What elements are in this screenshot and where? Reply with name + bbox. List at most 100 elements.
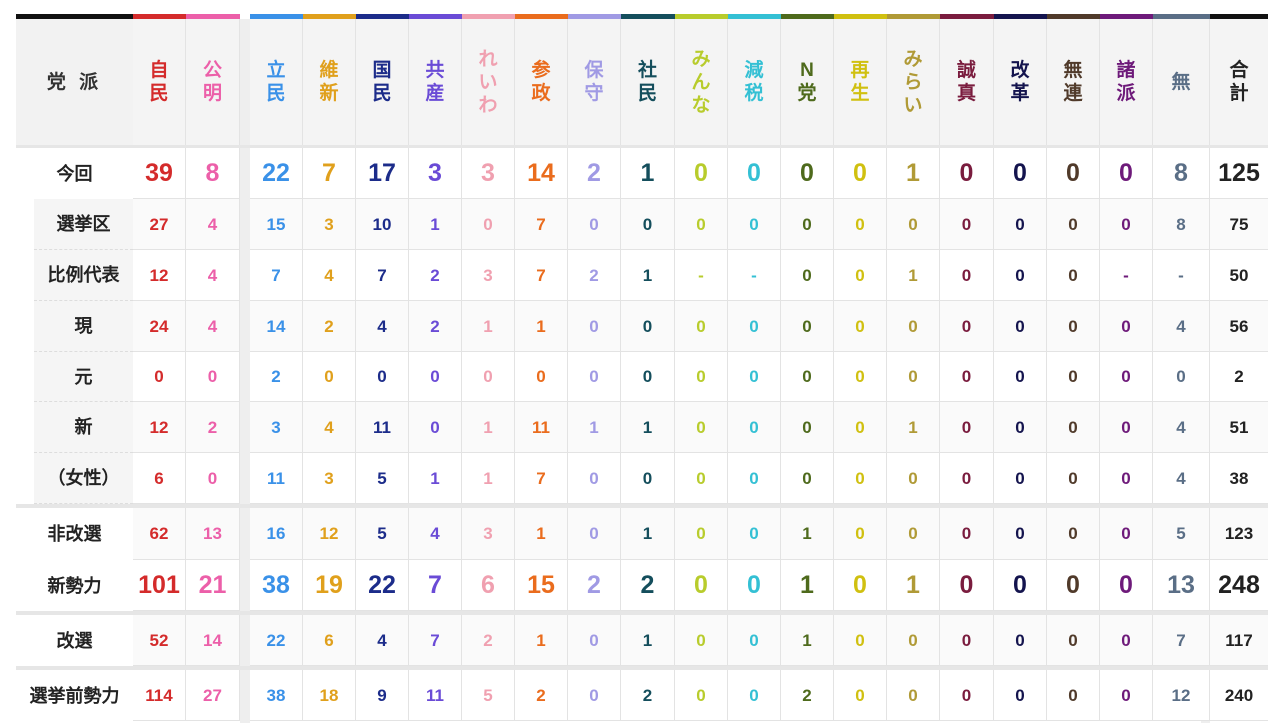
seat-count-minna: 0 <box>675 560 728 611</box>
party-header-independent[interactable]: 無 <box>1153 19 1210 145</box>
seat-count-kaikaku: 0 <box>994 199 1047 250</box>
party-header-dpfp[interactable]: 国民 <box>356 19 409 145</box>
seat-count-muren: 0 <box>1047 615 1100 666</box>
party-header-sdp[interactable]: 社民 <box>621 19 675 145</box>
row-group-gap <box>16 666 1268 670</box>
party-header-glyph: 民 <box>149 83 169 104</box>
seat-count-genzei: - <box>728 250 781 301</box>
seat-count-nto: 2 <box>781 670 834 721</box>
party-header-ishin[interactable]: 維新 <box>303 19 356 145</box>
party-header-glyph: ん <box>691 71 711 93</box>
seat-count-ldp: 62 <box>133 508 186 560</box>
seat-count-cdp: 16 <box>250 508 303 560</box>
seat-count-cdp: 11 <box>250 453 303 504</box>
seat-count-genzei: 0 <box>728 560 781 611</box>
row-label-indent <box>16 352 34 402</box>
seat-count-cdp: 14 <box>250 301 303 352</box>
seat-count-saisei: 0 <box>834 301 887 352</box>
seat-count-muren: 0 <box>1047 670 1100 721</box>
row-label-indent <box>16 301 34 352</box>
seat-count-jcp: 7 <box>409 560 462 611</box>
header-color-bar <box>940 14 994 19</box>
seat-count-sdp: 1 <box>621 148 675 199</box>
seat-count-kaikaku: 0 <box>994 560 1047 611</box>
seat-count-nto: 1 <box>781 508 834 560</box>
party-header-glyph: み <box>903 48 923 70</box>
seat-count-jcp: 2 <box>409 250 462 301</box>
seat-count-ldp: 0 <box>133 352 186 402</box>
seat-count-seishin: 0 <box>940 560 994 611</box>
party-header-glyph: 誠 <box>956 60 976 81</box>
seat-count-cdp: 22 <box>250 148 303 199</box>
seat-count-cdp: 7 <box>250 250 303 301</box>
seat-count-cdp: 38 <box>250 670 303 721</box>
seat-count-ishin: 3 <box>303 453 356 504</box>
seat-count-mirai: 1 <box>887 250 940 301</box>
seat-count-jcp: 7 <box>409 615 462 666</box>
seat-count-hoshu: 0 <box>568 670 621 721</box>
party-header-glyph: 新 <box>319 83 339 104</box>
seat-count-sanseito: 1 <box>515 615 568 666</box>
seat-count-genzei: 0 <box>728 148 781 199</box>
seat-count-independent: 7 <box>1153 615 1210 666</box>
party-header-glyph: 派 <box>1116 83 1136 104</box>
seat-count-sanseito: 0 <box>515 352 568 402</box>
seat-count-independent: 8 <box>1153 148 1210 199</box>
party-header-glyph: 明 <box>202 83 222 104</box>
row-label-indent <box>16 402 34 453</box>
party-header-jcp[interactable]: 共産 <box>409 19 462 145</box>
party-header-glyph: ら <box>903 71 923 93</box>
party-header-sanseito[interactable]: 参政 <box>515 19 568 145</box>
seat-count-independent: 4 <box>1153 453 1210 504</box>
seat-count-muren: 0 <box>1047 453 1100 504</box>
seat-count-muren: 0 <box>1047 301 1100 352</box>
seat-count-muren: 0 <box>1047 199 1100 250</box>
party-header-cdp[interactable]: 立民 <box>250 19 303 145</box>
party-header-ldp[interactable]: 自民 <box>133 19 186 145</box>
column-group-gap <box>240 19 250 723</box>
party-header-kaikaku[interactable]: 改革 <box>994 19 1047 145</box>
seat-count-mirai: 0 <box>887 670 940 721</box>
party-header-glyph: N <box>800 60 814 81</box>
seat-count-dpfp: 7 <box>356 250 409 301</box>
party-header-glyph: 公 <box>202 60 222 81</box>
seat-count-dpfp: 22 <box>356 560 409 611</box>
seat-count-minna: 0 <box>675 615 728 666</box>
seat-count-shoha: 0 <box>1100 148 1153 199</box>
seat-count-independent: 0 <box>1153 352 1210 402</box>
seat-count-ldp: 52 <box>133 615 186 666</box>
party-header-muren[interactable]: 無連 <box>1047 19 1100 145</box>
party-header-saisei[interactable]: 再生 <box>834 19 887 145</box>
seat-count-dpfp: 5 <box>356 453 409 504</box>
party-header-komeito[interactable]: 公明 <box>186 19 240 145</box>
party-header-genzei[interactable]: 減税 <box>728 19 781 145</box>
row-label: 新 <box>34 402 133 453</box>
header-color-bar <box>303 14 356 19</box>
seat-count-sanseito: 11 <box>515 402 568 453</box>
seat-count-muren: 0 <box>1047 508 1100 560</box>
party-header-shoha[interactable]: 諸派 <box>1100 19 1153 145</box>
seat-count-total: 125 <box>1210 148 1268 199</box>
seat-count-hoshu: 0 <box>568 508 621 560</box>
party-header-glyph: 革 <box>1010 83 1030 104</box>
party-header-mirai[interactable]: みらい <box>887 19 940 145</box>
seat-count-minna: 0 <box>675 352 728 402</box>
seat-count-sdp: 1 <box>621 615 675 666</box>
seat-count-minna: 0 <box>675 402 728 453</box>
seat-count-sdp: 1 <box>621 402 675 453</box>
party-header-glyph: 国 <box>372 60 392 81</box>
seat-count-reiwa: 5 <box>462 670 515 721</box>
row-label: 元 <box>34 352 133 402</box>
seat-count-sanseito: 7 <box>515 453 568 504</box>
party-header-hoshu[interactable]: 保守 <box>568 19 621 145</box>
seat-count-genzei: 0 <box>728 453 781 504</box>
seat-count-total: 117 <box>1210 615 1268 666</box>
seat-count-jcp: 0 <box>409 352 462 402</box>
party-header-glyph: 連 <box>1063 83 1083 104</box>
party-header-reiwa[interactable]: れいわ <box>462 19 515 145</box>
party-header-seishin[interactable]: 誠真 <box>940 19 994 145</box>
party-header-minna[interactable]: みんな <box>675 19 728 145</box>
seat-count-sdp: 0 <box>621 199 675 250</box>
seat-count-reiwa: 3 <box>462 508 515 560</box>
